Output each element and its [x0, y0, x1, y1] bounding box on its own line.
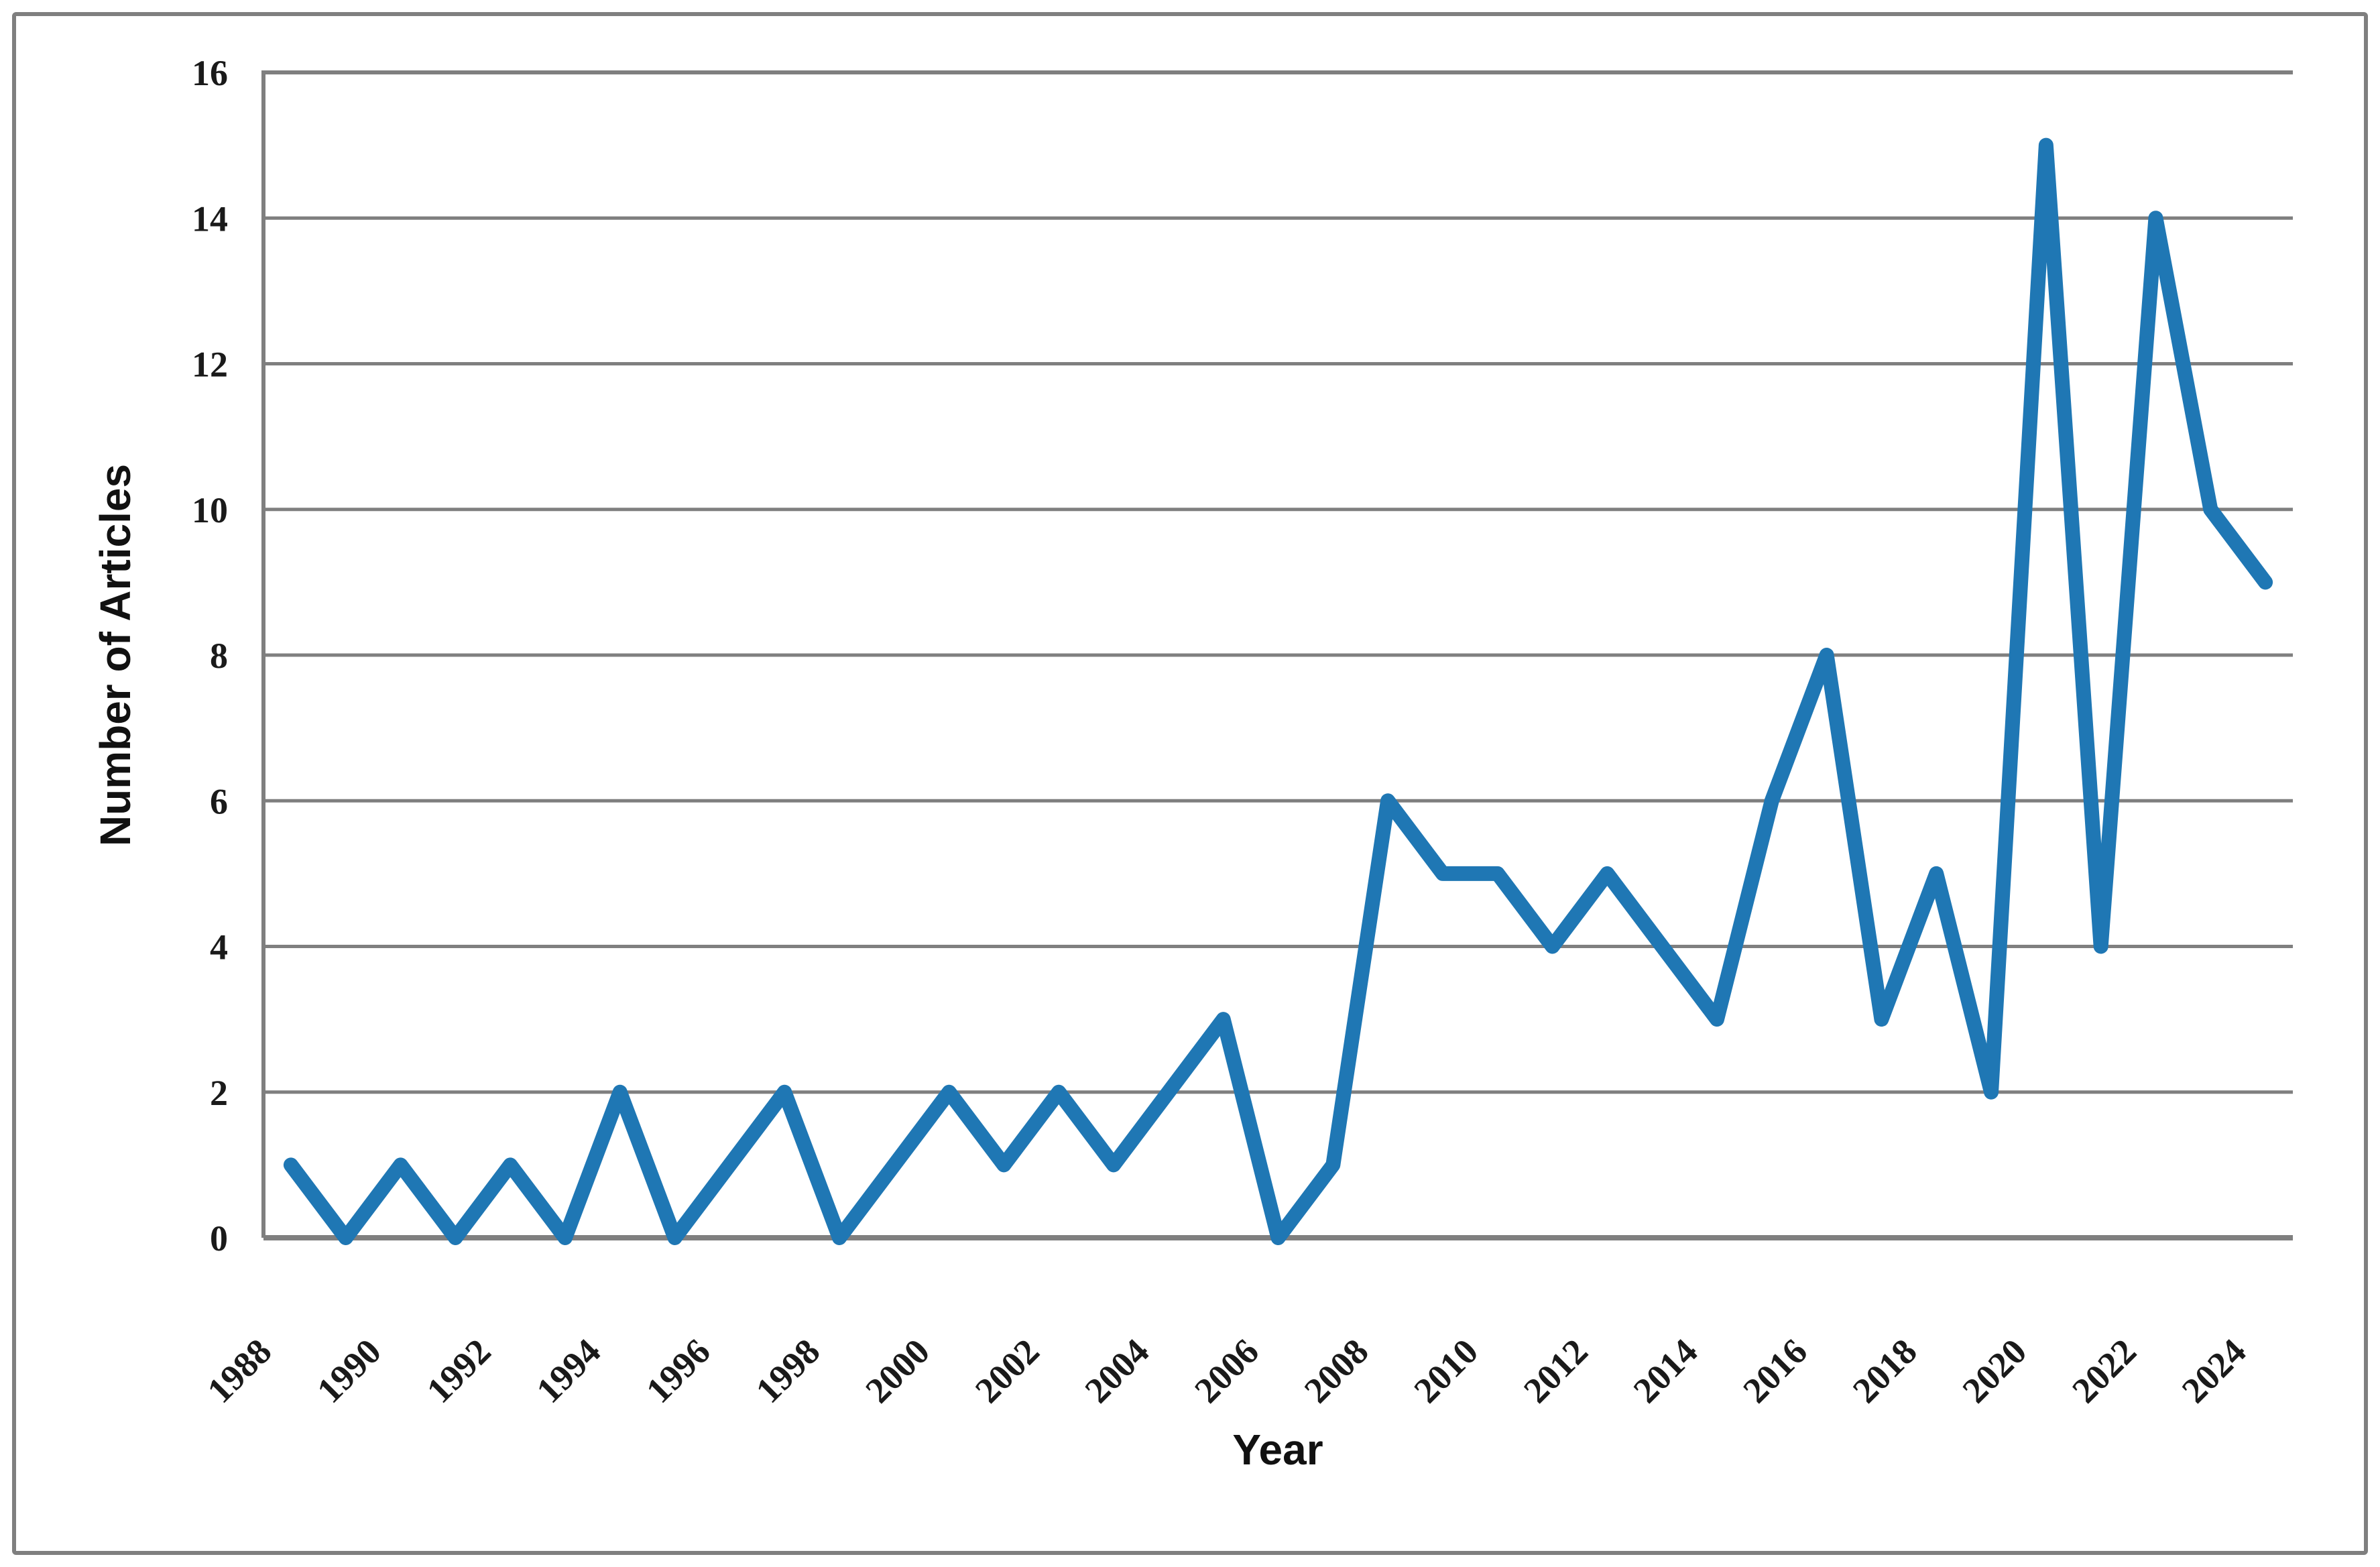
y-tick-label-10: 10	[192, 490, 228, 530]
x-tick-label-1994: 1994	[528, 1331, 608, 1411]
x-tick-label-2018: 2018	[1845, 1331, 1925, 1411]
y-tick-label-12: 12	[192, 345, 228, 385]
x-tick-label-1988: 1988	[200, 1331, 280, 1411]
x-tick-label-2006: 2006	[1187, 1331, 1266, 1411]
x-tick-label-2000: 2000	[857, 1331, 937, 1411]
y-tick-label-6: 6	[210, 781, 228, 821]
x-tick-label-2008: 2008	[1297, 1331, 1376, 1411]
y-tick-label-0: 0	[210, 1218, 228, 1259]
y-tick-label-16: 16	[192, 53, 228, 93]
x-tick-label-2004: 2004	[1077, 1331, 1157, 1411]
x-tick-label-2002: 2002	[967, 1331, 1047, 1411]
y-tick-label-2: 2	[210, 1073, 228, 1113]
x-tick-label-1992: 1992	[419, 1331, 499, 1411]
x-tick-label-1996: 1996	[638, 1331, 718, 1411]
y-axis-title: Number of Articles	[91, 463, 139, 847]
y-tick-label-4: 4	[210, 927, 228, 968]
x-tick-label-2020: 2020	[1955, 1331, 2035, 1411]
x-tick-label-1990: 1990	[309, 1331, 389, 1411]
x-tick-label-2010: 2010	[1406, 1331, 1486, 1411]
x-tick-label-2016: 2016	[1735, 1331, 1815, 1411]
x-tick-label-2012: 2012	[1516, 1331, 1596, 1411]
x-tick-label-1998: 1998	[748, 1331, 828, 1411]
y-tick-label-14: 14	[192, 198, 228, 239]
x-axis-title: Year	[1232, 1426, 1323, 1474]
x-tick-label-2022: 2022	[2064, 1331, 2144, 1411]
articles-data-line	[283, 137, 2273, 1245]
plot-frame	[261, 70, 2293, 1238]
x-tick-label-2014: 2014	[1626, 1331, 1706, 1411]
x-tick-label-2024: 2024	[2174, 1331, 2254, 1411]
y-tick-label-8: 8	[210, 636, 228, 676]
